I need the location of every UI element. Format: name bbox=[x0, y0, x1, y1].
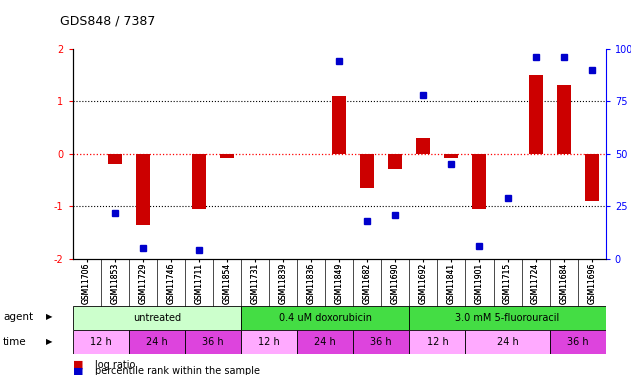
Text: GSM11692: GSM11692 bbox=[419, 262, 428, 304]
Bar bbox=[360, 154, 374, 188]
Bar bbox=[466, 330, 550, 354]
Text: time: time bbox=[3, 337, 27, 347]
Text: GSM11901: GSM11901 bbox=[475, 262, 484, 304]
Text: 12 h: 12 h bbox=[90, 337, 112, 347]
Text: GSM11839: GSM11839 bbox=[278, 262, 288, 304]
Text: GSM11684: GSM11684 bbox=[559, 262, 568, 304]
Text: GSM11682: GSM11682 bbox=[363, 262, 372, 304]
Text: 36 h: 36 h bbox=[202, 337, 224, 347]
Bar bbox=[410, 306, 606, 330]
Text: log ratio: log ratio bbox=[95, 360, 135, 369]
Text: GSM11696: GSM11696 bbox=[587, 262, 596, 304]
Bar bbox=[550, 330, 606, 354]
Text: 12 h: 12 h bbox=[258, 337, 280, 347]
Text: GSM11746: GSM11746 bbox=[167, 262, 175, 304]
Text: ■: ■ bbox=[73, 366, 83, 375]
Bar bbox=[473, 154, 487, 209]
Bar bbox=[416, 138, 430, 154]
Bar bbox=[332, 96, 346, 154]
Bar bbox=[529, 75, 543, 154]
Bar bbox=[353, 330, 410, 354]
Bar bbox=[241, 306, 410, 330]
Text: GDS848 / 7387: GDS848 / 7387 bbox=[60, 15, 155, 28]
Text: 3.0 mM 5-fluorouracil: 3.0 mM 5-fluorouracil bbox=[456, 313, 560, 323]
Text: agent: agent bbox=[3, 312, 33, 322]
Text: ▶: ▶ bbox=[46, 338, 52, 346]
Bar bbox=[220, 154, 234, 158]
Bar bbox=[108, 154, 122, 164]
Text: GSM11841: GSM11841 bbox=[447, 262, 456, 304]
Text: 24 h: 24 h bbox=[314, 337, 336, 347]
Text: 36 h: 36 h bbox=[567, 337, 589, 347]
Text: 36 h: 36 h bbox=[370, 337, 392, 347]
Text: GSM11849: GSM11849 bbox=[334, 262, 344, 304]
Text: GSM11854: GSM11854 bbox=[222, 262, 232, 304]
Bar bbox=[241, 330, 297, 354]
Bar bbox=[410, 330, 466, 354]
Bar bbox=[129, 330, 185, 354]
Text: GSM11731: GSM11731 bbox=[251, 262, 259, 304]
Bar bbox=[297, 330, 353, 354]
Bar bbox=[192, 154, 206, 209]
Bar bbox=[557, 86, 570, 154]
Text: GSM11724: GSM11724 bbox=[531, 262, 540, 304]
Text: 24 h: 24 h bbox=[146, 337, 168, 347]
Text: GSM11715: GSM11715 bbox=[503, 262, 512, 304]
Text: percentile rank within the sample: percentile rank within the sample bbox=[95, 366, 259, 375]
Bar bbox=[444, 154, 459, 158]
Text: GSM11711: GSM11711 bbox=[194, 262, 203, 304]
Text: ▶: ▶ bbox=[46, 312, 52, 321]
Bar bbox=[185, 330, 241, 354]
Bar bbox=[388, 154, 403, 170]
Text: untreated: untreated bbox=[133, 313, 181, 323]
Text: GSM11690: GSM11690 bbox=[391, 262, 400, 304]
Bar bbox=[136, 154, 150, 225]
Text: GSM11836: GSM11836 bbox=[307, 262, 316, 304]
Text: GSM11706: GSM11706 bbox=[82, 262, 91, 304]
Text: GSM11853: GSM11853 bbox=[110, 262, 119, 304]
Bar bbox=[73, 306, 241, 330]
Bar bbox=[73, 330, 129, 354]
Text: GSM11729: GSM11729 bbox=[138, 262, 147, 304]
Text: 0.4 uM doxorubicin: 0.4 uM doxorubicin bbox=[279, 313, 372, 323]
Text: 24 h: 24 h bbox=[497, 337, 519, 347]
Bar bbox=[585, 154, 599, 201]
Text: 12 h: 12 h bbox=[427, 337, 448, 347]
Text: ■: ■ bbox=[73, 360, 83, 369]
